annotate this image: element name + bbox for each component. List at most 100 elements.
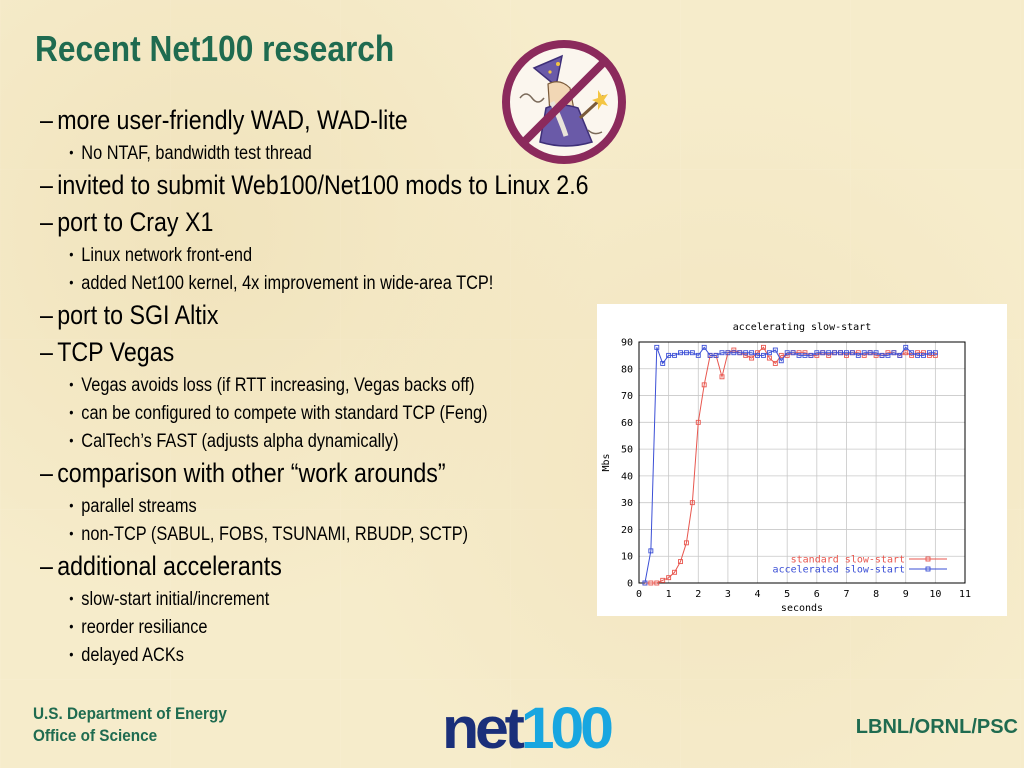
- sub-bullet-text: No NTAF, bandwidth test thread: [81, 143, 312, 164]
- data-point: [909, 352, 915, 358]
- data-point: [814, 350, 820, 356]
- data-point: [844, 352, 849, 358]
- data-point: [648, 580, 654, 586]
- y-tick-label: 20: [621, 525, 633, 536]
- data-point: [855, 350, 861, 356]
- sub-bullet-item: • slow-start initial/increment: [40, 585, 589, 613]
- bullet-dot: •: [69, 525, 74, 541]
- sub-bullet-item: • non-TCP (SABUL, FOBS, TSUNAMI, RBUDP, S…: [40, 520, 589, 548]
- data-point: [725, 350, 731, 356]
- sub-bullet-item: • CalTech’s FAST (adjusts alpha dynamical…: [40, 427, 589, 455]
- data-point: [855, 352, 861, 358]
- bullet-dot: •: [69, 590, 74, 606]
- x-tick-label: 1: [666, 589, 672, 600]
- sub-bullet-text: Linux network front-end: [81, 245, 253, 266]
- legend-label: standard slow-start: [791, 555, 905, 566]
- data-point: [867, 350, 873, 356]
- data-point: [915, 352, 921, 358]
- data-point: [926, 352, 932, 358]
- data-point: [672, 569, 678, 575]
- bullet-text: port to Cray X1: [57, 207, 214, 237]
- legend-label: accelerated slow-start: [773, 565, 905, 576]
- legend-marker: [925, 556, 931, 562]
- data-point: [921, 352, 926, 358]
- x-axis-label: seconds: [781, 603, 823, 614]
- data-point: [701, 382, 707, 388]
- x-tick-label: 2: [695, 589, 701, 600]
- data-point: [778, 352, 784, 358]
- data-point: [683, 540, 689, 546]
- chart-title: accelerating slow-start: [733, 322, 871, 333]
- data-point: [660, 360, 666, 366]
- bullet-list: – more user-friendly WAD, WAD-lite • No NTA…: [40, 102, 678, 669]
- sub-bullet-item: • can be configured to compete with stand…: [40, 399, 589, 427]
- x-tick-label: 5: [784, 589, 790, 600]
- data-point: [832, 350, 838, 356]
- y-tick-label: 0: [627, 579, 633, 590]
- data-point: [784, 350, 790, 356]
- footer-org-line1: U.S. Department of Energy: [33, 704, 227, 723]
- y-tick-label: 50: [621, 445, 633, 456]
- sub-bullet-text: Vegas avoids loss (if RTT increasing, Ve…: [81, 375, 475, 396]
- data-point: [666, 352, 672, 358]
- y-tick-label: 10: [621, 552, 633, 563]
- data-point: [731, 347, 737, 353]
- bullet-text: TCP Vegas: [57, 337, 175, 367]
- data-point: [743, 352, 749, 358]
- series-line: [644, 346, 936, 584]
- data-point: [820, 350, 826, 356]
- x-tick-label: 9: [903, 589, 909, 600]
- legend-marker: [925, 566, 931, 572]
- data-point: [719, 350, 725, 356]
- data-point: [761, 352, 766, 358]
- data-point: [654, 580, 660, 586]
- data-point: [695, 419, 701, 425]
- y-tick-label: 30: [621, 498, 633, 509]
- data-point: [719, 374, 725, 380]
- data-point: [802, 350, 808, 356]
- sub-bullet-text: parallel streams: [81, 496, 197, 517]
- no-wizard-icon: [502, 40, 626, 164]
- y-tick-label: 90: [621, 338, 633, 349]
- data-point: [701, 344, 707, 350]
- data-point: [683, 350, 689, 356]
- data-point: [672, 352, 678, 358]
- bullet-dot: •: [69, 274, 74, 290]
- data-point: [695, 352, 701, 358]
- data-point: [666, 575, 672, 581]
- data-point: [844, 350, 849, 356]
- x-tick-label: 6: [814, 589, 820, 600]
- data-point: [932, 350, 938, 356]
- data-point: [749, 355, 755, 361]
- bullet-dash: –: [40, 458, 53, 488]
- bullet-dash: –: [40, 551, 53, 581]
- sub-bullet-text: can be configured to compete with standa…: [81, 403, 488, 424]
- data-point: [932, 352, 938, 358]
- bullet-text: invited to submit Web100/Net100 mods to …: [57, 170, 589, 200]
- bullet-item: – port to SGI Altix: [40, 297, 589, 334]
- bullet-dash: –: [40, 337, 53, 367]
- data-point: [826, 352, 832, 358]
- sub-bullet-text: added Net100 kernel, 4x improvement in w…: [81, 273, 494, 294]
- data-point: [772, 347, 778, 353]
- data-point: [660, 577, 666, 583]
- x-tick-label: 10: [929, 589, 941, 600]
- bullet-dash: –: [40, 105, 53, 135]
- data-point: [796, 350, 802, 356]
- data-point: [678, 559, 683, 565]
- data-point: [755, 352, 760, 358]
- data-point: [903, 350, 909, 356]
- data-point: [885, 350, 891, 356]
- logo-100: 100: [520, 696, 614, 761]
- x-tick-label: 4: [755, 589, 761, 600]
- bullet-text: comparison with other “work arounds”: [57, 458, 446, 488]
- data-point: [642, 580, 648, 586]
- data-point: [909, 350, 915, 356]
- y-axis-label: Mbs: [601, 453, 612, 471]
- sub-bullet-text: CalTech’s FAST (adjusts alpha dynamicall…: [81, 431, 399, 452]
- data-point: [849, 350, 855, 356]
- sub-bullet-text: delayed ACKs: [81, 645, 184, 666]
- bullet-item: – invited to submit Web100/Net100 mods to…: [40, 167, 589, 204]
- data-point: [897, 352, 903, 358]
- y-tick-label: 60: [621, 418, 633, 429]
